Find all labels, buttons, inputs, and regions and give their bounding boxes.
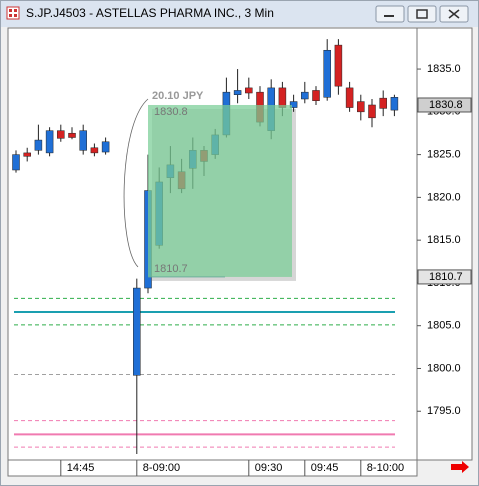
measure-bottom-label: 1810.7 [154, 263, 188, 275]
price-marker-box [417, 269, 472, 285]
candle-body [289, 101, 298, 108]
y-tick-label: 1795.0 [427, 405, 461, 417]
candle-body [278, 87, 287, 108]
measure-arc [123, 98, 149, 268]
candle-body [23, 152, 31, 157]
candle-body [357, 101, 365, 113]
y-tick-label: 1835.0 [427, 63, 461, 75]
y-tick-label: 1825.0 [427, 149, 461, 161]
x-tick-label: 8-10:00 [367, 462, 404, 474]
y-tick-label: 1815.0 [427, 234, 461, 246]
x-tick-label: 8-09:00 [143, 462, 180, 474]
candle-body [12, 154, 20, 171]
y-tick-label: 1800.0 [427, 362, 461, 374]
candle-body [101, 141, 110, 153]
candle-body [90, 147, 99, 154]
candle-body [312, 90, 320, 101]
scroll-arrow[interactable] [451, 461, 469, 473]
candle-body [334, 44, 343, 87]
candle-body [301, 91, 309, 100]
candle-body [323, 49, 331, 98]
price-marker-label: 1830.8 [429, 99, 463, 111]
x-axis-area [7, 459, 418, 477]
candle-body [368, 104, 376, 119]
candle-body [379, 97, 387, 109]
candle-body [68, 132, 76, 138]
candle-body [79, 130, 87, 151]
x-tick-label: 14:45 [67, 462, 95, 474]
restore-button[interactable] [407, 5, 437, 23]
candle-body [345, 87, 354, 108]
candle-body [233, 90, 242, 95]
candle-body [45, 130, 54, 154]
candle-body [34, 139, 43, 151]
candle-body [245, 87, 253, 94]
measure-top-label: 1830.8 [154, 106, 188, 118]
measure-box [148, 104, 292, 277]
price-marker-box [417, 97, 472, 113]
candle-body [390, 97, 399, 111]
minimize-button[interactable] [375, 5, 405, 23]
close-button[interactable] [439, 5, 469, 23]
chart-layer: 1795.01800.01805.01810.01815.01820.01825… [12, 39, 472, 476]
x-tick-label: 09:45 [311, 462, 339, 474]
candle-body [57, 130, 65, 139]
plot [12, 39, 399, 455]
x-tick-label: 09:30 [255, 462, 283, 474]
candle-body [133, 287, 141, 376]
price-marker-label: 1810.7 [429, 271, 463, 283]
measure-label: 20.10 JPY [152, 90, 204, 102]
y-tick-label: 1820.0 [427, 191, 461, 203]
window-title: S.JP.J4503 - ASTELLAS PHARMA INC., 3 Min [26, 6, 274, 20]
app-icon [6, 6, 20, 20]
y-tick-label: 1805.0 [427, 320, 461, 332]
